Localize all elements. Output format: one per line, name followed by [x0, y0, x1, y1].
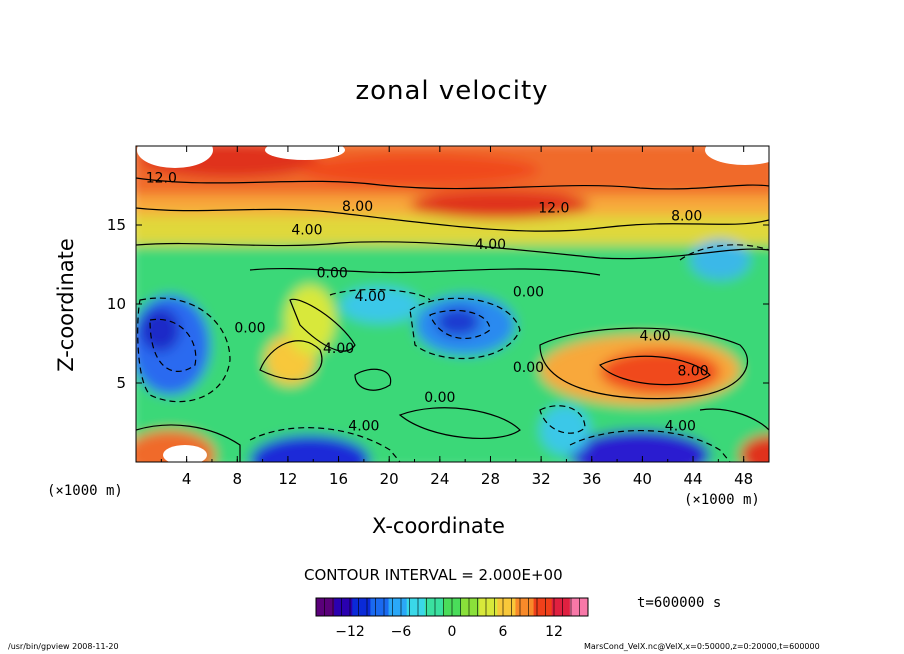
colorbar-swatch: [406, 598, 426, 616]
chart-title: zonal velocity: [355, 76, 549, 106]
x-axis-label: X-coordinate: [372, 514, 505, 538]
colorbar-swatch: [334, 598, 353, 616]
contour-label: 0.00: [513, 284, 544, 300]
x-tick-label: 32: [532, 470, 551, 488]
colorbar-tick-label: −6: [391, 624, 412, 640]
contour-label: 0.00: [317, 265, 348, 281]
colorbar-tick-label: 0: [448, 624, 457, 640]
colorbar-frame: [315, 597, 589, 617]
contour-label: 4.00: [355, 289, 386, 305]
contour-interval-label: CONTOUR INTERVAL = 2.000E+00: [304, 566, 563, 584]
colorbar-swatch: [424, 598, 444, 616]
contour-label: 0.00: [234, 321, 265, 337]
colorbar-swatch: [533, 598, 553, 616]
colorbar-swatch: [551, 598, 571, 616]
x-tick-label: 24: [430, 470, 449, 488]
time-label: t=600000 s: [637, 595, 722, 611]
x-unit-right: (×1000 m): [684, 492, 760, 508]
colorbar-swatch: [497, 598, 516, 616]
contour-label: 8.00: [342, 199, 373, 215]
x-tick-label: 20: [380, 470, 399, 488]
contour-label: 4.00: [291, 223, 322, 239]
x-tick-label: 28: [481, 470, 500, 488]
contour-label: 4.00: [475, 237, 506, 253]
x-tick-label: 36: [582, 470, 601, 488]
colorbar-swatch: [388, 598, 408, 616]
velocity-field: [136, 146, 769, 462]
x-tick-label: 44: [683, 470, 702, 488]
colorbar-swatch: [370, 598, 390, 616]
colorbar-swatch: [569, 598, 589, 616]
colorbar: −12 −6 0 6 12: [315, 597, 589, 640]
colorbar-swatch: [461, 598, 480, 616]
footer-right: MarsCond_VelX.nc@VelX,x=0:50000,z=0:2000…: [584, 642, 820, 651]
y-tick-label: 5: [116, 374, 126, 392]
contour-label: 4.00: [639, 329, 670, 345]
contour-label: 12.0: [538, 201, 569, 217]
colorbar-tick-label: 6: [499, 624, 508, 640]
contour-label: 8.00: [677, 363, 708, 379]
x-tick-label: 12: [278, 470, 297, 488]
y-tick-label: 10: [107, 295, 126, 313]
colorbar-tick-label: 12: [545, 624, 563, 640]
colorbar-swatch: [316, 598, 335, 616]
x-tick-label: 16: [329, 470, 348, 488]
contour-label: 12.0: [146, 171, 177, 187]
contour-labels: 12.0 8.00 4.00 12.0 8.00 4.00 0.00 4.00 0.00 0.00…: [146, 171, 709, 435]
colorbar-swatch: [479, 598, 498, 616]
y-tick-label: 15: [107, 216, 126, 234]
x-tick-label: 40: [633, 470, 652, 488]
footer-left: /usr/bin/gpview 2008-11-20: [8, 642, 119, 651]
colorbar-swatch: [515, 598, 535, 616]
contour-label: 4.00: [665, 419, 696, 435]
x-tick-label: 8: [233, 470, 243, 488]
contour-label: 0.00: [424, 390, 455, 406]
contour-label: 4.00: [348, 419, 379, 435]
contour-label: 0.00: [513, 360, 544, 376]
x-tick-label: 4: [182, 470, 192, 488]
contour-label: 8.00: [671, 209, 702, 225]
colorbar-swatch: [352, 598, 371, 616]
colorbar-tick-label: −12: [335, 624, 365, 640]
x-tick-label: 48: [734, 470, 753, 488]
contour-label: 4.00: [323, 341, 354, 357]
x-unit-left: (×1000 m): [47, 483, 123, 499]
